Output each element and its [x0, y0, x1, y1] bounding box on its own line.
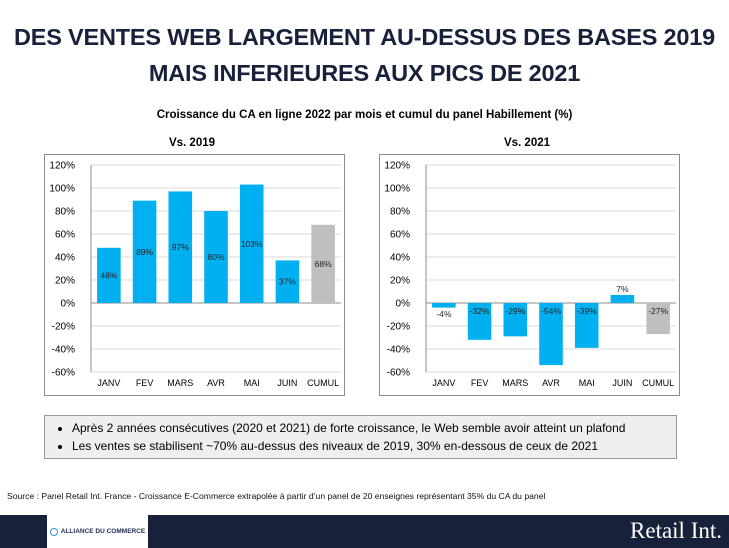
y-tick-label: 0%: [396, 299, 411, 310]
bar-juin: [275, 260, 300, 303]
y-tick-label: -60%: [387, 368, 410, 379]
chart-panel-vs-2021: 120% 100% 80% 60% 40% 20% 0% -20% -40% -60% -4% JAN…: [379, 154, 680, 396]
data-label: -4%: [436, 309, 452, 319]
bar-chart-vs-2019: 120% 100% 80% 60% 40% 20% 0% -20% -40% -60% 48% JAN…: [49, 161, 341, 388]
y-tick-label: 20%: [55, 276, 75, 287]
y-tick-label: 0%: [61, 299, 76, 310]
alliance-logo-text: ALLIANCE DU COMMERCE: [60, 528, 146, 535]
x-tick-label: AVR: [542, 378, 560, 388]
y-tick-label: 60%: [55, 230, 75, 241]
y-tick-label: 120%: [384, 161, 410, 172]
bar-mai: [239, 184, 264, 303]
y-tick-label: -20%: [52, 322, 75, 333]
y-tick-label: 40%: [55, 253, 75, 264]
data-label: 37%: [279, 277, 296, 287]
y-tick-label: 60%: [390, 230, 410, 241]
data-label: 103%: [241, 239, 263, 249]
y-tick-label: 20%: [390, 276, 410, 287]
data-label: 48%: [100, 270, 117, 280]
data-label: 89%: [136, 247, 153, 257]
bar-mars: [503, 303, 528, 337]
y-tick-label: -60%: [52, 368, 75, 379]
alliance-du-commerce-logo: ALLIANCE DU COMMERCE: [47, 515, 148, 548]
bar-janv: [432, 303, 456, 308]
y-tick-label: 100%: [49, 184, 75, 195]
y-tick-label: 40%: [390, 253, 410, 264]
x-tick-label: JANV: [97, 378, 120, 388]
chart-title-vs-2019: Vs. 2019: [168, 137, 216, 149]
bar-avr: [539, 303, 563, 366]
x-tick-label: MAI: [579, 378, 595, 388]
page-title-line-2: MAIS INFERIEURES AUX PICS DE 2021: [148, 60, 581, 86]
bar-avr: [204, 211, 228, 303]
y-tick-label: -20%: [387, 322, 410, 333]
x-tick-label: AVR: [207, 378, 225, 388]
alliance-logo-icon: [49, 527, 58, 536]
x-tick-label: JANV: [432, 378, 455, 388]
bar-mars: [168, 191, 193, 303]
bar-janv: [97, 247, 121, 303]
source-note: Source : Panel Retail Int. France - Croi…: [7, 491, 546, 501]
y-tick-label: 120%: [49, 161, 75, 172]
chart-subtitle: Croissance du CA en ligne 2022 par mois …: [156, 109, 573, 121]
x-tick-label: FEV: [471, 378, 489, 388]
x-tick-label: JUIN: [277, 378, 297, 388]
data-label: -27%: [648, 306, 668, 316]
takeaway-item: Les ventes se stabilisent ~70% au-dessus…: [72, 437, 676, 455]
data-label: -39%: [577, 306, 597, 316]
retail-int-logo: Retail Int.: [630, 518, 722, 543]
x-tick-label: CUMUL: [307, 378, 339, 388]
chart-title-vs-2021: Vs. 2021: [503, 137, 551, 149]
data-label: 80%: [207, 252, 224, 262]
x-tick-label: FEV: [136, 378, 154, 388]
y-tick-label: 100%: [384, 184, 410, 195]
y-tick-label: -40%: [387, 345, 410, 356]
bar-cumul: [311, 224, 335, 303]
y-tick-label: -40%: [52, 345, 75, 356]
bar-fev: [132, 200, 157, 303]
page-title-line-1: DES VENTES WEB LARGEMENT AU-DESSUS DES B…: [14, 24, 715, 50]
data-label: -54%: [541, 306, 561, 316]
x-tick-label: MARS: [167, 378, 193, 388]
bar-chart-vs-2021: 120% 100% 80% 60% 40% 20% 0% -20% -40% -60% -4% JAN…: [384, 161, 676, 388]
x-tick-label: MARS: [502, 378, 528, 388]
y-tick-label: 80%: [55, 207, 75, 218]
data-label: -32%: [470, 306, 490, 316]
data-label: 97%: [172, 242, 189, 252]
takeaway-item: Après 2 années consécutives (2020 et 202…: [72, 419, 676, 437]
x-tick-label: CUMUL: [642, 378, 674, 388]
x-tick-label: JUIN: [612, 378, 632, 388]
data-label: -29%: [505, 306, 525, 316]
data-label: 7%: [616, 284, 629, 294]
y-tick-label: 80%: [390, 207, 410, 218]
chart-panel-vs-2019: 120% 100% 80% 60% 40% 20% 0% -20% -40% -60% 48% JAN…: [44, 154, 345, 396]
bar-mai: [574, 303, 599, 348]
bar-fev: [467, 303, 492, 340]
data-label: 68%: [315, 259, 332, 269]
bar-cumul: [646, 303, 670, 335]
x-tick-label: MAI: [244, 378, 260, 388]
bar-juin: [610, 294, 635, 303]
key-takeaways-box: Après 2 années consécutives (2020 et 202…: [44, 415, 677, 459]
